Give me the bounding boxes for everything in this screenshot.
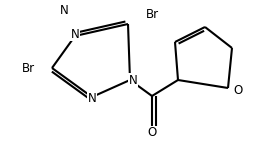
Text: N: N xyxy=(71,28,79,40)
Text: N: N xyxy=(88,92,96,106)
Text: Br: Br xyxy=(146,7,158,20)
Text: O: O xyxy=(147,126,157,140)
Text: N: N xyxy=(60,4,68,18)
Text: N: N xyxy=(129,73,137,87)
Text: O: O xyxy=(233,84,243,96)
Text: Br: Br xyxy=(21,61,35,74)
